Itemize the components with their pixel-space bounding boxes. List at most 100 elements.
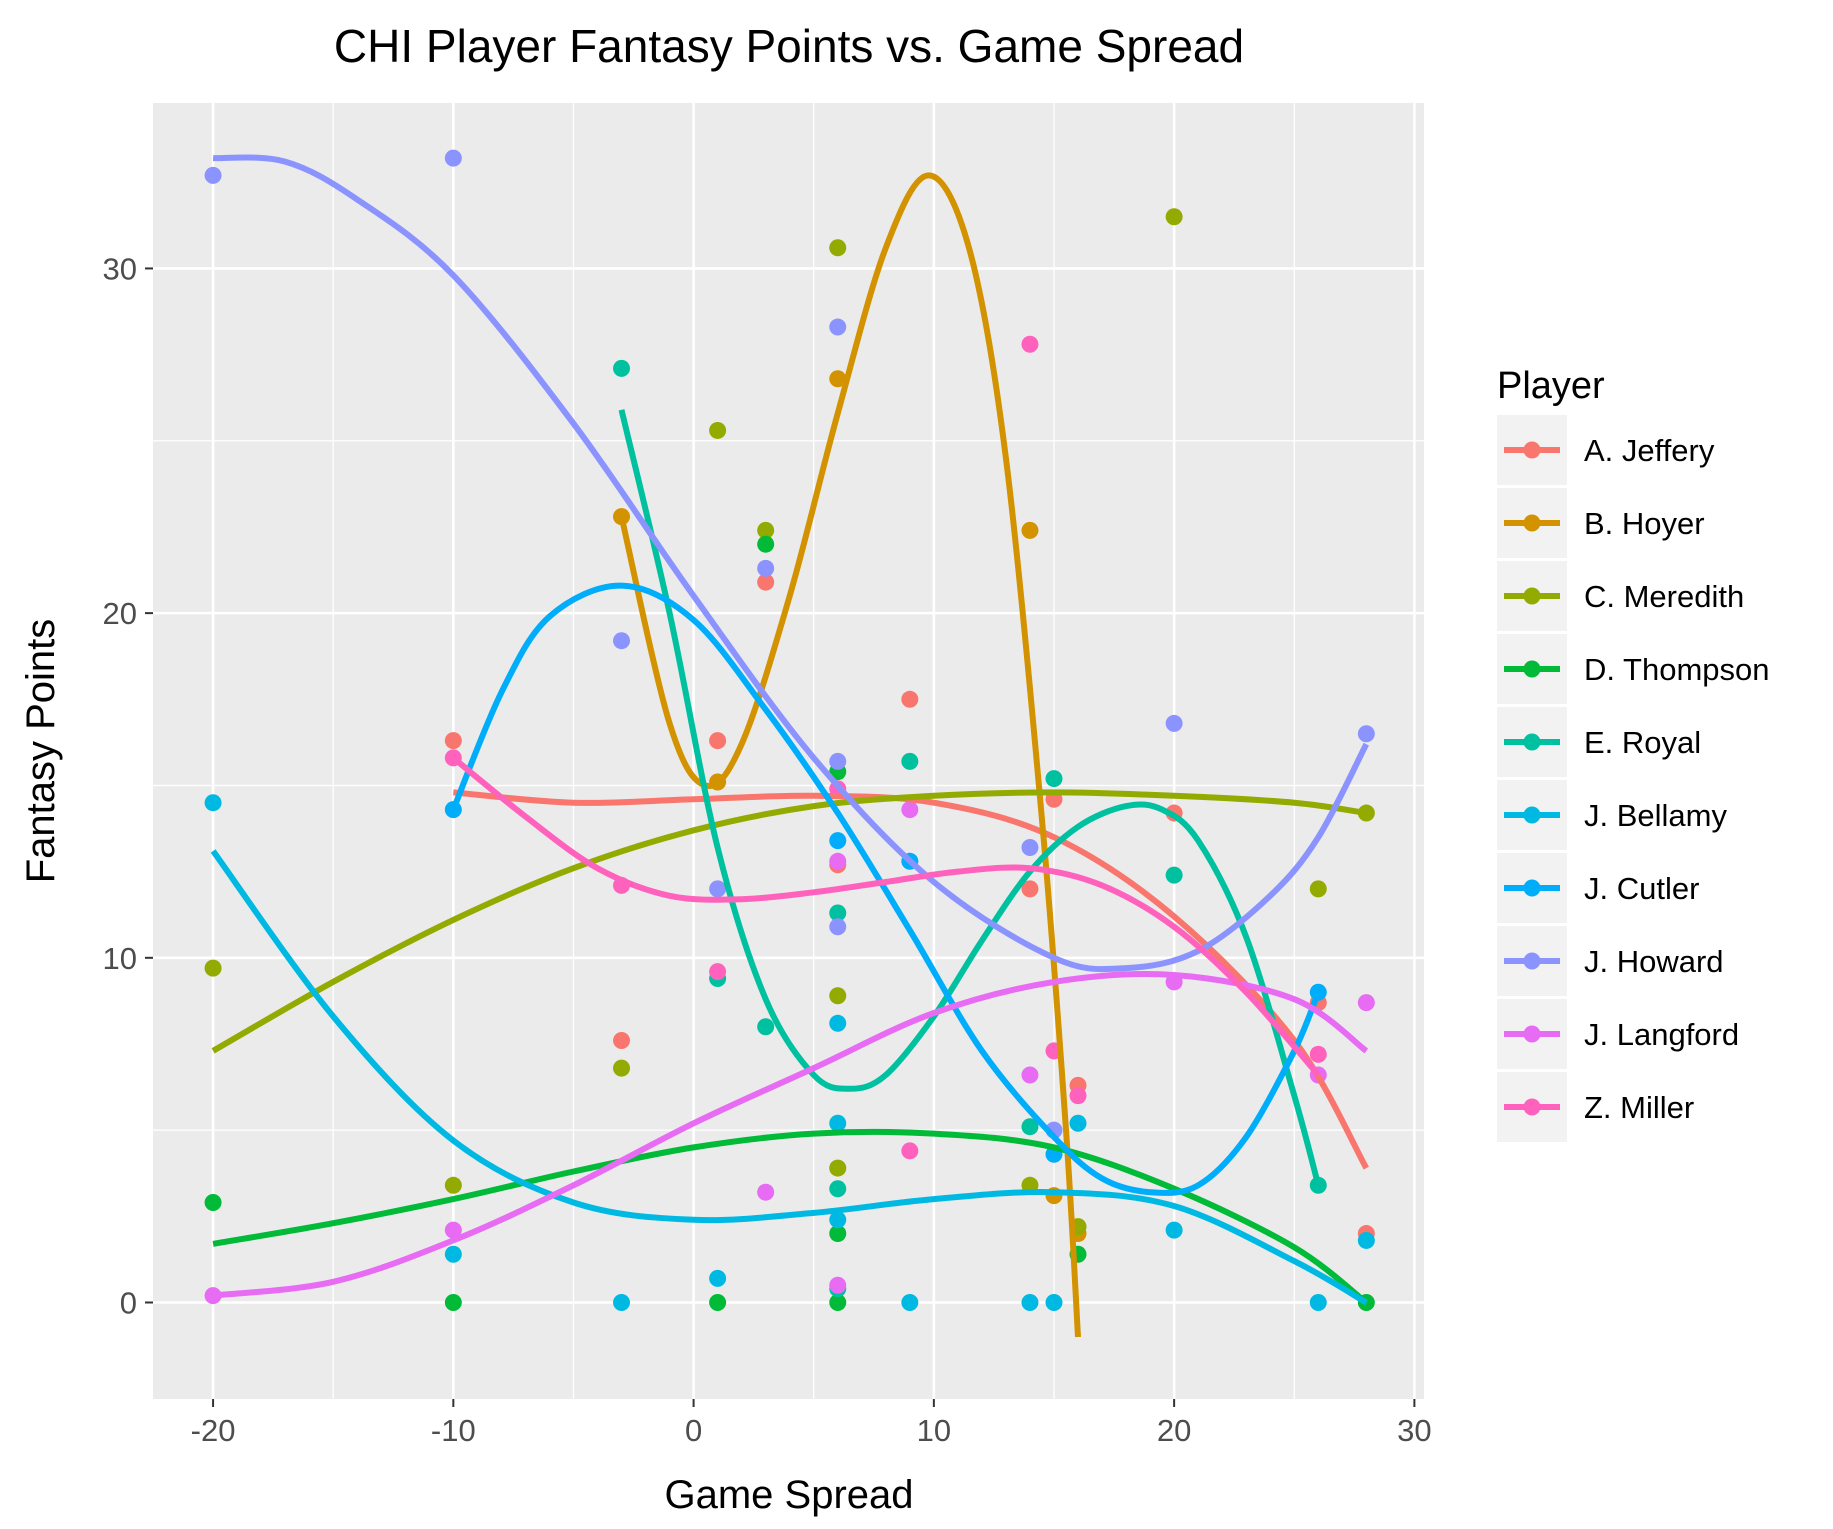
data-point <box>444 1221 462 1239</box>
plot-panel <box>153 103 1424 1399</box>
x-tick-label: 0 <box>685 1413 702 1448</box>
y-axis-label: Fantasy Points <box>19 619 63 884</box>
y-tick-label: 0 <box>120 1285 137 1320</box>
data-point <box>901 690 919 708</box>
data-point <box>444 1245 462 1263</box>
data-point <box>613 1032 631 1050</box>
data-point <box>829 1014 847 1032</box>
legend-title: Player <box>1497 365 1605 407</box>
data-point <box>1021 1293 1039 1311</box>
legend-key-point <box>1523 733 1541 751</box>
legend-label: J. Langford <box>1584 1017 1739 1052</box>
data-point <box>757 559 775 577</box>
data-point <box>709 421 727 439</box>
legend-key-point <box>1523 879 1541 897</box>
data-point <box>1165 1221 1183 1239</box>
trend-line-j-cutler <box>450 582 1322 1196</box>
trend-line-j-howard <box>212 154 1369 973</box>
data-point <box>613 1059 631 1077</box>
series-layer <box>204 149 1375 1338</box>
data-point <box>444 1176 462 1194</box>
legend-label: B. Hoyer <box>1584 506 1705 541</box>
data-point <box>1021 1066 1039 1084</box>
data-point <box>829 852 847 870</box>
data-point <box>829 1159 847 1177</box>
legend-key-point <box>1523 441 1541 459</box>
trend-line-e-royal <box>618 409 1322 1187</box>
data-point <box>613 359 631 377</box>
data-point <box>1045 1293 1063 1311</box>
data-point <box>709 1269 727 1287</box>
y-axis: 0 10 20 30 <box>103 251 153 1320</box>
legend-label: C. Meredith <box>1584 579 1744 614</box>
x-tick-label: -10 <box>431 1413 476 1448</box>
legend-item-c-meredith: C. Meredith <box>1497 561 1744 631</box>
data-point <box>829 918 847 936</box>
data-point <box>444 149 462 167</box>
data-point <box>613 1293 631 1311</box>
legend-key-point <box>1523 806 1541 824</box>
data-point <box>829 987 847 1005</box>
legend-key-point <box>1523 514 1541 532</box>
legend: Player A. Jeffery B. Hoyer C. Meredith D. T… <box>1497 365 1770 1142</box>
data-point <box>1309 880 1327 898</box>
data-point <box>1069 1087 1087 1105</box>
data-point <box>1165 208 1183 226</box>
data-point <box>901 801 919 819</box>
legend-key-point <box>1523 952 1541 970</box>
data-point <box>1165 714 1183 732</box>
data-point <box>709 880 727 898</box>
data-point <box>204 959 222 977</box>
legend-item-a-jeffery: A. Jeffery <box>1497 415 1715 485</box>
data-point <box>757 1183 775 1201</box>
grid-minor <box>153 103 1424 1399</box>
data-point <box>829 1225 847 1243</box>
points-j-bellamy <box>204 794 1375 1311</box>
data-point <box>1357 804 1375 822</box>
data-point <box>757 573 775 591</box>
data-point <box>1069 1114 1087 1132</box>
data-point <box>829 1114 847 1132</box>
legend-item-j-langford: J. Langford <box>1497 999 1739 1069</box>
data-point <box>204 1287 222 1305</box>
data-point <box>829 239 847 257</box>
data-point <box>204 794 222 812</box>
data-point <box>901 752 919 770</box>
legend-item-j-howard: J. Howard <box>1497 926 1724 996</box>
data-point <box>1021 335 1039 353</box>
data-point <box>1357 994 1375 1012</box>
data-point <box>829 1276 847 1294</box>
x-tick-label: 10 <box>917 1413 951 1448</box>
x-axis-label: Game Spread <box>664 1473 913 1517</box>
legend-key-point <box>1523 1098 1541 1116</box>
legend-label: A. Jeffery <box>1584 433 1715 468</box>
data-point <box>829 904 847 922</box>
data-point <box>829 752 847 770</box>
data-point <box>204 1194 222 1212</box>
data-point <box>204 166 222 184</box>
data-point <box>829 370 847 388</box>
legend-label: D. Thompson <box>1584 652 1770 687</box>
data-point <box>829 832 847 850</box>
data-point <box>1165 866 1183 884</box>
data-point <box>709 732 727 750</box>
trend-line-j-langford <box>212 971 1369 1299</box>
x-tick-label: 20 <box>1157 1413 1191 1448</box>
trend-line-j-bellamy <box>210 849 1368 1306</box>
legend-label: Z. Miller <box>1584 1090 1694 1125</box>
x-tick-label: 30 <box>1397 1413 1431 1448</box>
data-point <box>829 1293 847 1311</box>
legend-label: J. Howard <box>1584 944 1724 979</box>
legend-item-j-cutler: J. Cutler <box>1497 853 1699 923</box>
legend-label: J. Cutler <box>1584 871 1699 906</box>
trend-line-z-miller <box>451 755 1321 1077</box>
data-point <box>901 1293 919 1311</box>
data-point <box>1309 1045 1327 1063</box>
data-point <box>1357 1231 1375 1249</box>
data-point <box>829 1211 847 1229</box>
trend-line-c-meredith <box>211 789 1367 1054</box>
legend-item-b-hoyer: B. Hoyer <box>1497 488 1705 558</box>
legend-label: J. Bellamy <box>1584 798 1727 833</box>
legend-item-d-thompson: D. Thompson <box>1497 634 1770 704</box>
